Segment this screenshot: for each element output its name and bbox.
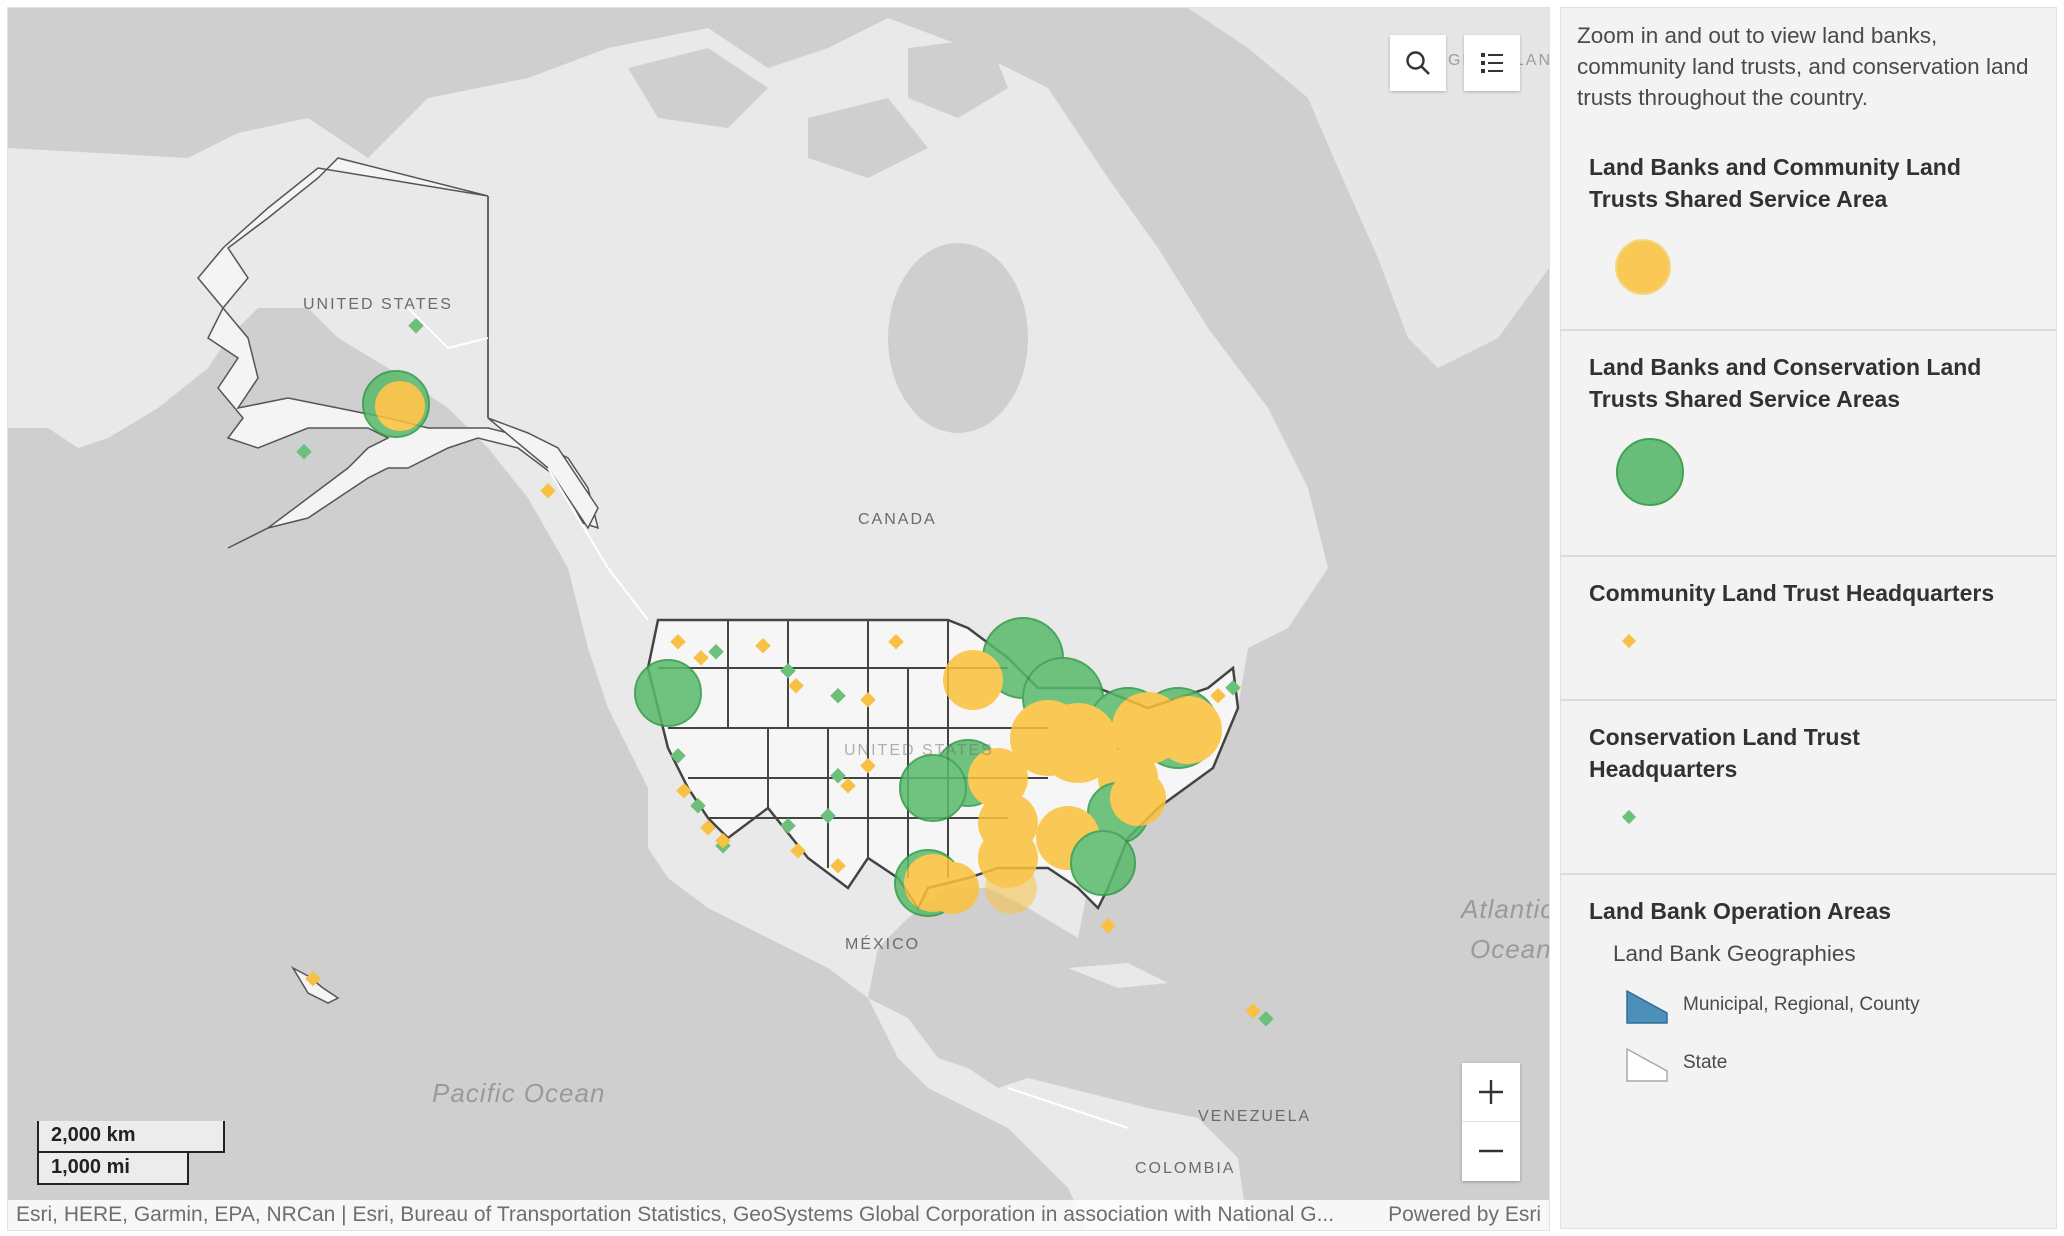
map-view[interactable]: UNITED STATES CANADA UNITED STATES MÉXIC… — [7, 7, 1550, 1231]
legend-toggle-button[interactable] — [1464, 35, 1520, 91]
label-atlantic-line1: Atlantic — [1461, 894, 1550, 924]
alaska-outline — [197, 157, 600, 549]
powered-by-esri-link[interactable]: Powered by Esri — [1388, 1203, 1541, 1226]
clt-hq-marker — [715, 833, 731, 849]
legend-title: Land Banks and Conservation Land Trusts … — [1589, 354, 1982, 412]
service-area-yellow — [985, 862, 1037, 914]
clt-hq-marker — [860, 692, 876, 708]
scale-bar: 2,000 km 1,000 mi — [37, 1121, 225, 1185]
landmass-cuba — [1068, 963, 1168, 988]
legend-section-land-bank: Land Bank Operation Areas Land Bank Geog… — [1561, 873, 2056, 1083]
yellow-diamond-symbol — [1621, 633, 1637, 649]
clt-hq-marker — [840, 778, 856, 794]
conservation-hq-marker — [780, 663, 796, 679]
zoom-controls — [1462, 1063, 1520, 1181]
legend-panel: Zoom in and out to view land banks, comm… — [1560, 7, 2057, 1229]
legend-item-state: State — [1625, 1043, 2028, 1083]
legend-section-conservation-shared: Land Banks and Conservation Land Trusts … — [1561, 329, 2056, 555]
hawaii-islands — [290, 966, 340, 1004]
service-area-markers — [362, 370, 1222, 917]
search-button[interactable] — [1390, 35, 1446, 91]
label-atlantic-line2: Ocean — [1470, 934, 1550, 964]
legend-title: Community Land Trust Headquarters — [1589, 580, 1995, 606]
service-area-green — [899, 754, 967, 822]
legend-title: Land Bank Operation Areas — [1589, 898, 1892, 924]
conservation-hq-marker — [690, 798, 706, 814]
legend-section-clt-hq: Community Land Trust Headquarters — [1561, 555, 2056, 699]
landmass-greenland — [1188, 8, 1549, 368]
hudson-bay — [888, 243, 1028, 433]
service-area-green — [634, 659, 702, 727]
service-area-yellow — [968, 748, 1028, 808]
conservation-hq-marker — [820, 808, 836, 824]
label-united-states: UNITED STATES — [303, 296, 453, 313]
attribution-bar: Esri, HERE, Garmin, EPA, NRCan | Esri, B… — [8, 1200, 1549, 1230]
service-area-yellow — [927, 862, 979, 914]
label-colombia: COLOMBIA — [1135, 1160, 1236, 1177]
legend-intro: Zoom in and out to view land banks, comm… — [1577, 23, 2029, 110]
arctic-islands — [628, 38, 1008, 178]
yellow-circle-symbol — [1615, 239, 1671, 295]
label-canada: CANADA — [858, 511, 937, 528]
label-pacific-ocean: Pacific Ocean — [432, 1078, 606, 1108]
zoom-in-button[interactable] — [1462, 1063, 1520, 1121]
label-united-states-conus: UNITED STATES — [844, 742, 994, 759]
search-icon — [1406, 51, 1430, 75]
zoom-out-button[interactable] — [1462, 1121, 1520, 1180]
clt-hq-marker — [670, 634, 686, 650]
clt-hq-marker — [1245, 1003, 1261, 1019]
green-diamond-symbol — [1621, 809, 1637, 825]
clt-hq-marker — [1210, 688, 1226, 704]
green-circle-symbol — [1616, 438, 1684, 506]
clt-hq-marker — [790, 843, 806, 859]
landmass-central-america — [868, 998, 1248, 1230]
attribution-text[interactable]: Esri, HERE, Garmin, EPA, NRCan | Esri, B… — [16, 1203, 1335, 1226]
legend-item-label: State — [1683, 1052, 1728, 1073]
legend-item-label: Municipal, Regional, County — [1683, 994, 1920, 1015]
service-area-green — [1070, 830, 1136, 896]
conservation-hq-marker — [670, 748, 686, 764]
clt-hq-marker — [860, 758, 876, 774]
legend-section-conservation-hq: Conservation Land Trust Headquarters — [1561, 699, 2056, 873]
service-area-yellow — [1038, 703, 1118, 783]
minus-icon — [1479, 1149, 1503, 1153]
conservation-hq-marker — [708, 644, 724, 660]
label-venezuela: VENEZUELA — [1198, 1108, 1312, 1125]
conservation-hq-marker — [1258, 1011, 1274, 1027]
roads — [407, 307, 1129, 1129]
clt-hq-marker — [676, 783, 692, 799]
basemap — [8, 8, 1549, 1230]
legend-list-icon — [1481, 53, 1503, 73]
legend-section-clt-shared: Land Banks and Community Land Trusts Sha… — [1561, 131, 2056, 329]
clt-hq-marker — [700, 820, 716, 836]
conservation-hq-marker — [1225, 680, 1241, 696]
service-area-yellow — [943, 650, 1003, 710]
state-polygon-symbol — [1626, 1047, 1668, 1082]
legend-title: Land Banks and Community Land Trusts Sha… — [1589, 154, 1961, 212]
conservation-hq-marker — [296, 444, 312, 460]
legend-title: Conservation Land Trust Headquarters — [1589, 724, 1860, 782]
scale-bar-km: 2,000 km — [37, 1121, 225, 1153]
label-mexico: MÉXICO — [845, 936, 921, 953]
conservation-hq-marker — [780, 818, 796, 834]
service-area-yellow — [1154, 696, 1222, 764]
clt-hq-marker — [830, 858, 846, 874]
plus-icon — [1479, 1080, 1503, 1104]
clt-hq-marker — [1100, 918, 1116, 934]
clt-hq-marker — [305, 971, 321, 987]
scale-bar-mi: 1,000 mi — [37, 1153, 189, 1185]
legend-item-municipal: Municipal, Regional, County — [1625, 985, 2028, 1025]
service-area-yellow — [375, 381, 425, 431]
legend-subtitle: Land Bank Geographies — [1613, 941, 1856, 966]
municipal-polygon-symbol — [1626, 989, 1668, 1024]
service-area-yellow — [1110, 770, 1166, 826]
